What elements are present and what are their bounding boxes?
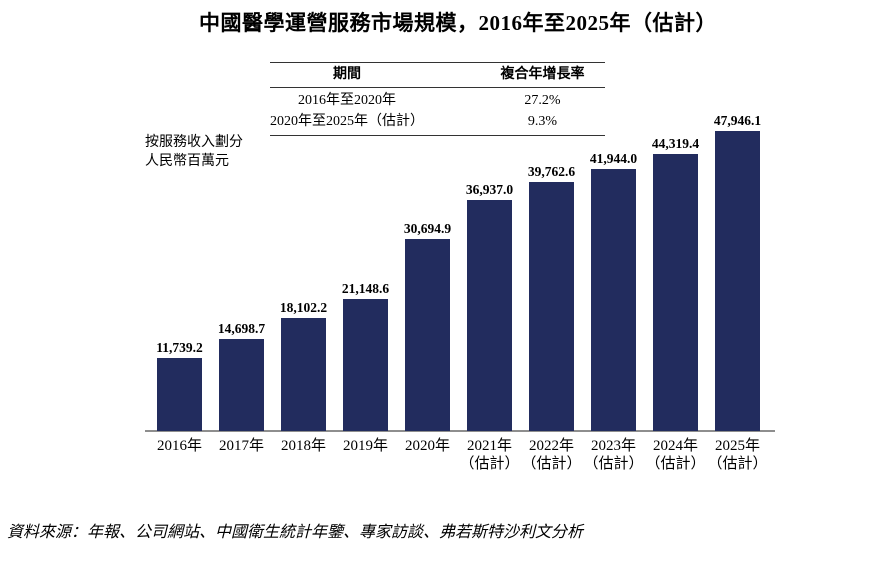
x-axis-label-estimate: （估計） bbox=[459, 456, 520, 472]
x-axis-label: 2018年 bbox=[269, 437, 339, 455]
cagr-header-rate: 複合年增長率 bbox=[500, 67, 585, 82]
source-note: 資料來源：年報、公司網站、中國衛生統計年鑒、專家訪談、弗若斯特沙利文分析 bbox=[7, 524, 584, 541]
cagr-table-header: 期間 複合年增長率 bbox=[270, 63, 605, 88]
x-axis-label: 2025年 （估計） bbox=[703, 437, 773, 473]
cagr-rate: 27.2% bbox=[524, 93, 561, 108]
unit-note-line2: 人民幣百萬元 bbox=[145, 154, 229, 169]
x-axis-label: 2020年 bbox=[393, 437, 463, 455]
x-axis-label-year: 2020年 bbox=[404, 438, 450, 454]
x-axis-label-year: 2018年 bbox=[280, 438, 326, 454]
bar-2024年 bbox=[653, 154, 698, 431]
cagr-table: 期間 複合年增長率 2016年至2020年 27.2% 2020年至2025年（… bbox=[270, 62, 605, 136]
x-axis-label-year: 2021年 bbox=[466, 438, 512, 454]
bar-2017年 bbox=[219, 339, 264, 431]
x-axis-line bbox=[145, 430, 775, 432]
bar-2025年 bbox=[715, 131, 760, 431]
cagr-header-period: 期間 bbox=[333, 67, 361, 82]
bar-2019年 bbox=[343, 299, 388, 431]
bar-value-label: 39,762.6 bbox=[527, 164, 576, 179]
bar-value-label: 41,944.0 bbox=[589, 151, 638, 166]
bar-value-label: 18,102.2 bbox=[279, 300, 328, 315]
bar-2022年 bbox=[529, 182, 574, 431]
bar-2018年 bbox=[281, 318, 326, 431]
bar-value-label: 44,319.4 bbox=[651, 136, 700, 151]
bar-2023年 bbox=[591, 169, 636, 431]
x-axis-label: 2016年 bbox=[145, 437, 215, 455]
x-axis-label-year: 2019年 bbox=[342, 438, 388, 454]
bar-value-label: 36,937.0 bbox=[465, 182, 514, 197]
x-axis-label: 2019年 bbox=[331, 437, 401, 455]
x-axis-label: 2024年 （估計） bbox=[641, 437, 711, 473]
x-axis-label: 2017年 bbox=[207, 437, 277, 455]
x-axis-label: 2022年 （估計） bbox=[517, 437, 587, 473]
bar-value-label: 21,148.6 bbox=[341, 281, 390, 296]
cagr-period: 2016年至2020年 bbox=[298, 93, 396, 108]
bar-value-label: 47,946.1 bbox=[713, 113, 762, 128]
cagr-period: 2020年至2025年（估計） bbox=[270, 114, 424, 129]
y-axis-unit-note: 按服務收入劃分 人民幣百萬元 bbox=[145, 133, 243, 171]
cagr-row: 2016年至2020年 27.2% bbox=[270, 90, 605, 111]
chart-title: 中國醫學運營服務市場規模，2016年至2025年（估計） bbox=[199, 11, 717, 35]
x-axis-label: 2023年 （估計） bbox=[579, 437, 649, 473]
x-axis-label-year: 2016年 bbox=[156, 438, 202, 454]
cagr-table-body: 2016年至2020年 27.2% 2020年至2025年（估計） 9.3% bbox=[270, 88, 605, 135]
unit-note-line1: 按服務收入劃分 bbox=[145, 135, 243, 150]
bar-value-label: 30,694.9 bbox=[403, 221, 452, 236]
x-axis-label-estimate: （估計） bbox=[645, 456, 706, 472]
bar-value-label: 11,739.2 bbox=[156, 340, 203, 355]
x-axis-label-year: 2023年 bbox=[590, 438, 636, 454]
x-axis-label-estimate: （估計） bbox=[521, 456, 582, 472]
x-axis-label-year: 2024年 bbox=[652, 438, 698, 454]
x-axis-label-year: 2017年 bbox=[218, 438, 264, 454]
x-axis-label-estimate: （估計） bbox=[707, 456, 768, 472]
x-axis-label-year: 2025年 bbox=[714, 438, 760, 454]
bar-value-label: 14,698.7 bbox=[217, 321, 266, 336]
x-axis-label: 2021年 （估計） bbox=[455, 437, 525, 473]
cagr-rate: 9.3% bbox=[527, 114, 558, 129]
bar-2021年 bbox=[467, 200, 512, 431]
cagr-row: 2020年至2025年（估計） 9.3% bbox=[270, 111, 605, 132]
x-axis-label-estimate: （估計） bbox=[583, 456, 644, 472]
bar-2020年 bbox=[405, 239, 450, 431]
bar-2016年 bbox=[157, 358, 202, 431]
x-axis-label-year: 2022年 bbox=[528, 438, 574, 454]
